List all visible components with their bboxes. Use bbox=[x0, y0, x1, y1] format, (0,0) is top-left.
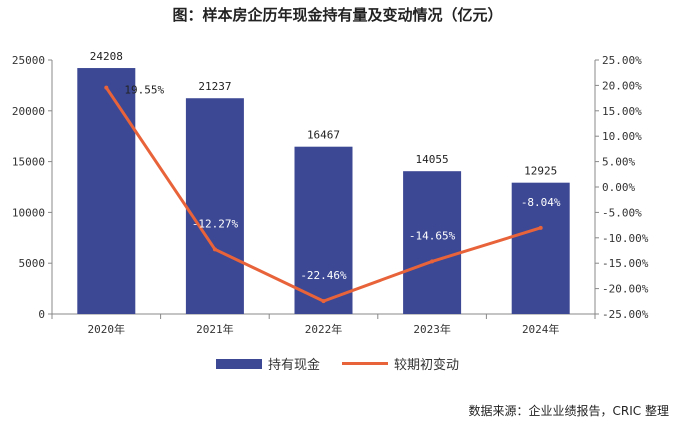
right-tick-label: -10.00% bbox=[602, 232, 649, 245]
line-point bbox=[104, 85, 109, 90]
bar bbox=[77, 68, 136, 314]
bar bbox=[403, 171, 462, 314]
line-point bbox=[212, 247, 217, 252]
right-tick-label: 10.00% bbox=[602, 130, 642, 143]
line-point bbox=[430, 259, 435, 264]
line-data-label: -14.65% bbox=[409, 229, 456, 242]
source-note: 数据来源：企业业绩报告，CRIC 整理 bbox=[468, 404, 669, 418]
legend-swatch-line bbox=[342, 362, 388, 365]
left-tick-label: 15000 bbox=[12, 156, 45, 169]
chart-title: 图：样本房企历年现金持有量及变动情况（亿元） bbox=[172, 6, 503, 24]
bar bbox=[185, 98, 244, 314]
legend-item-cash: 持有现金 bbox=[215, 354, 320, 373]
right-tick-label: 25.00% bbox=[602, 54, 642, 67]
right-tick-label: -5.00% bbox=[602, 206, 642, 219]
right-tick-label: 5.00% bbox=[602, 156, 635, 169]
left-tick-label: 10000 bbox=[12, 206, 45, 219]
legend-item-change: 较期初变动 bbox=[342, 354, 459, 373]
line-data-label: 19.55% bbox=[124, 84, 164, 97]
right-tick-label: -25.00% bbox=[602, 308, 649, 321]
x-tick-label: 2024年 bbox=[522, 322, 560, 336]
right-tick-label: 0.00% bbox=[602, 181, 635, 194]
bar-data-label: 12925 bbox=[524, 165, 557, 178]
x-tick-label: 2021年 bbox=[196, 322, 234, 336]
bar-data-label: 21237 bbox=[198, 80, 231, 93]
line-point bbox=[321, 299, 326, 304]
line-data-label: -12.27% bbox=[192, 217, 239, 230]
left-tick-label: 20000 bbox=[12, 105, 45, 118]
legend-label-cash: 持有现金 bbox=[267, 358, 320, 373]
bar bbox=[294, 146, 353, 314]
right-tick-label: 20.00% bbox=[602, 79, 642, 92]
bar bbox=[511, 182, 570, 314]
right-tick-label: 15.00% bbox=[602, 105, 642, 118]
legend-swatch-bar bbox=[215, 358, 262, 369]
line-data-label: -22.46% bbox=[300, 269, 347, 282]
left-tick-label: 5000 bbox=[19, 257, 46, 270]
legend: 持有现金 较期初变动 bbox=[0, 354, 675, 373]
bar-data-label: 16467 bbox=[307, 129, 340, 142]
line-point bbox=[538, 225, 543, 230]
x-tick-label: 2020年 bbox=[88, 322, 126, 336]
bar-data-label: 14055 bbox=[416, 153, 449, 166]
left-tick-label: 0 bbox=[38, 308, 45, 321]
left-tick-label: 25000 bbox=[12, 54, 45, 67]
bar-data-label: 24208 bbox=[90, 50, 123, 63]
right-tick-label: -15.00% bbox=[602, 257, 649, 270]
legend-label-change: 较期初变动 bbox=[394, 358, 460, 373]
line-data-label: -8.04% bbox=[521, 196, 561, 209]
x-tick-label: 2023年 bbox=[413, 322, 451, 336]
x-tick-label: 2022年 bbox=[305, 322, 343, 336]
right-tick-label: -20.00% bbox=[602, 283, 649, 296]
